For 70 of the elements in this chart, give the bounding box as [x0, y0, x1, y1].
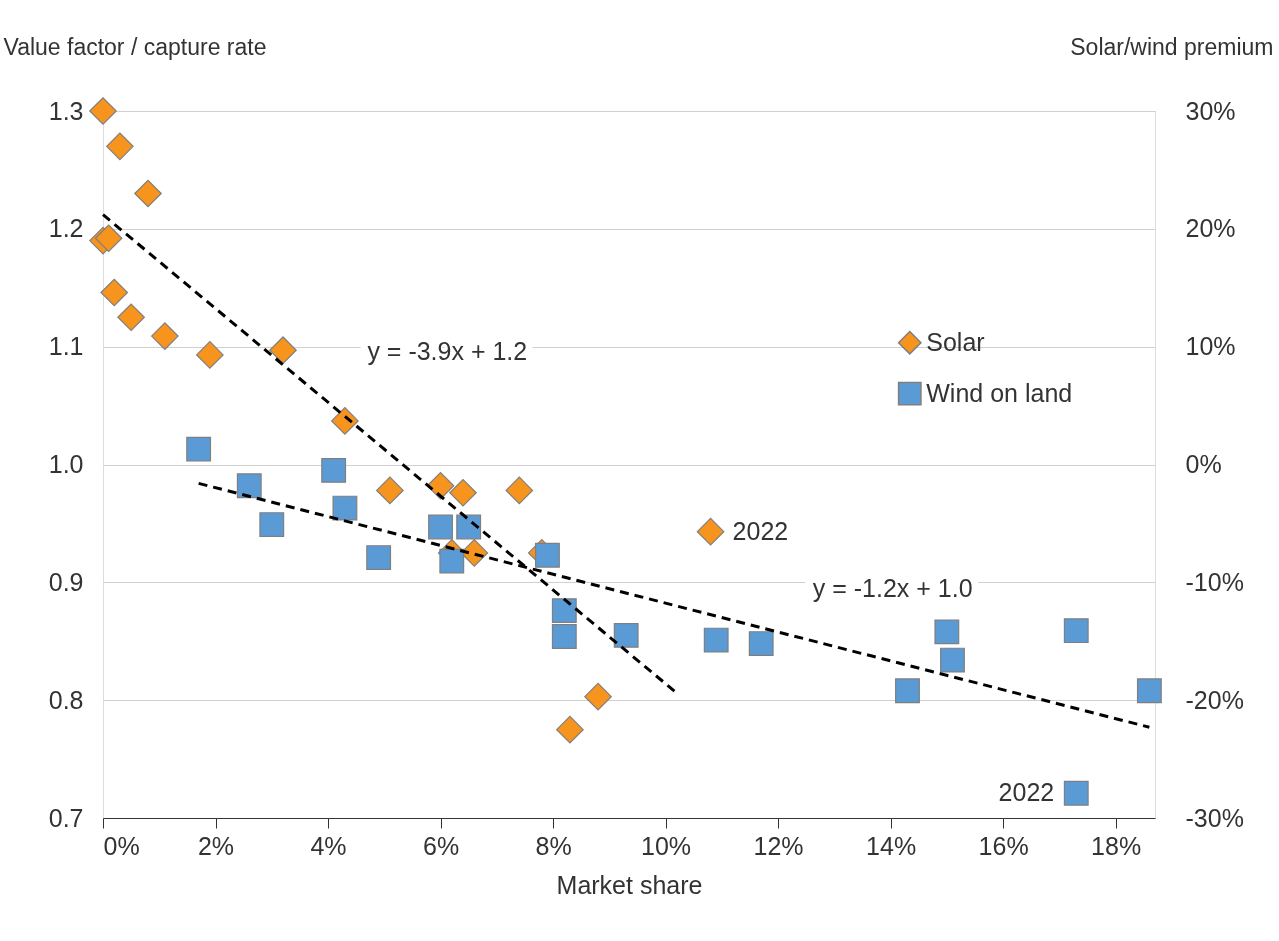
point — [456, 514, 482, 540]
point — [89, 97, 117, 125]
x-tick-label: 12% — [753, 831, 804, 860]
legend-label: Wind on land — [926, 378, 1073, 407]
point — [94, 224, 123, 253]
point — [269, 336, 297, 365]
point — [186, 436, 212, 462]
point — [696, 517, 725, 546]
point — [376, 476, 404, 505]
point — [117, 303, 145, 332]
point — [331, 407, 359, 435]
point — [236, 473, 262, 499]
point — [100, 278, 129, 307]
annotation: y = -1.2x + 1.0 — [812, 574, 973, 603]
point — [556, 715, 584, 744]
y-tick-label: 1.1 — [48, 332, 84, 361]
point — [703, 627, 729, 653]
y2-tick-label: -10% — [1185, 567, 1244, 596]
point — [584, 682, 612, 711]
y2-tick-label: 20% — [1185, 214, 1236, 243]
point — [439, 548, 465, 574]
x-tick-label: 4% — [310, 831, 347, 860]
x-tick-label: 14% — [866, 831, 917, 860]
x-tick-label: 6% — [422, 831, 460, 860]
y2-tick-label: 30% — [1185, 96, 1236, 125]
point — [196, 341, 224, 369]
annotation: y = -3.9x + 1.2 — [367, 336, 528, 365]
point — [551, 598, 577, 624]
y-tick-label: 0.8 — [48, 685, 84, 714]
x-tick-label: 18% — [1091, 831, 1142, 860]
point — [505, 476, 534, 505]
point — [748, 631, 774, 657]
point — [535, 542, 560, 568]
annotation: 2022 — [732, 516, 789, 545]
point — [1136, 678, 1162, 704]
y2-tick-label: -30% — [1185, 803, 1244, 832]
point — [449, 478, 477, 507]
y2-tick-label: 0% — [1185, 450, 1222, 478]
y2-axis-title: Solar/wind premium — [1070, 33, 1274, 60]
x-axis-title: Market share — [556, 870, 703, 899]
point — [1063, 618, 1089, 644]
point — [551, 624, 577, 649]
point — [151, 322, 179, 350]
point — [1063, 780, 1089, 806]
legend-label: Solar — [926, 327, 985, 356]
point — [366, 545, 392, 571]
y-tick-label: 0.7 — [48, 803, 84, 832]
point — [428, 514, 453, 540]
point — [134, 179, 162, 208]
x-tick-label: 2% — [197, 831, 235, 860]
point — [895, 678, 920, 704]
x-tick-label: 0% — [103, 831, 140, 860]
point — [613, 622, 639, 648]
point — [259, 512, 285, 538]
point — [934, 619, 960, 645]
y-axis-title: Value factor / capture rate — [3, 33, 267, 60]
y-tick-label: 1.2 — [48, 214, 84, 243]
point — [940, 647, 965, 673]
x-tick-label: 16% — [978, 831, 1029, 860]
point — [321, 457, 347, 483]
y2-tick-label: 10% — [1185, 332, 1236, 361]
y2-tick-label: -20% — [1185, 685, 1244, 714]
point — [106, 132, 134, 161]
x-tick-label: 10% — [641, 831, 692, 860]
y-tick-label: 0.9 — [48, 567, 84, 596]
x-tick-label: 8% — [535, 831, 572, 860]
y-tick-label: 1.0 — [48, 450, 84, 478]
point — [332, 495, 358, 521]
annotation: 2022 — [998, 778, 1055, 807]
y-tick-label: 1.3 — [48, 96, 84, 125]
